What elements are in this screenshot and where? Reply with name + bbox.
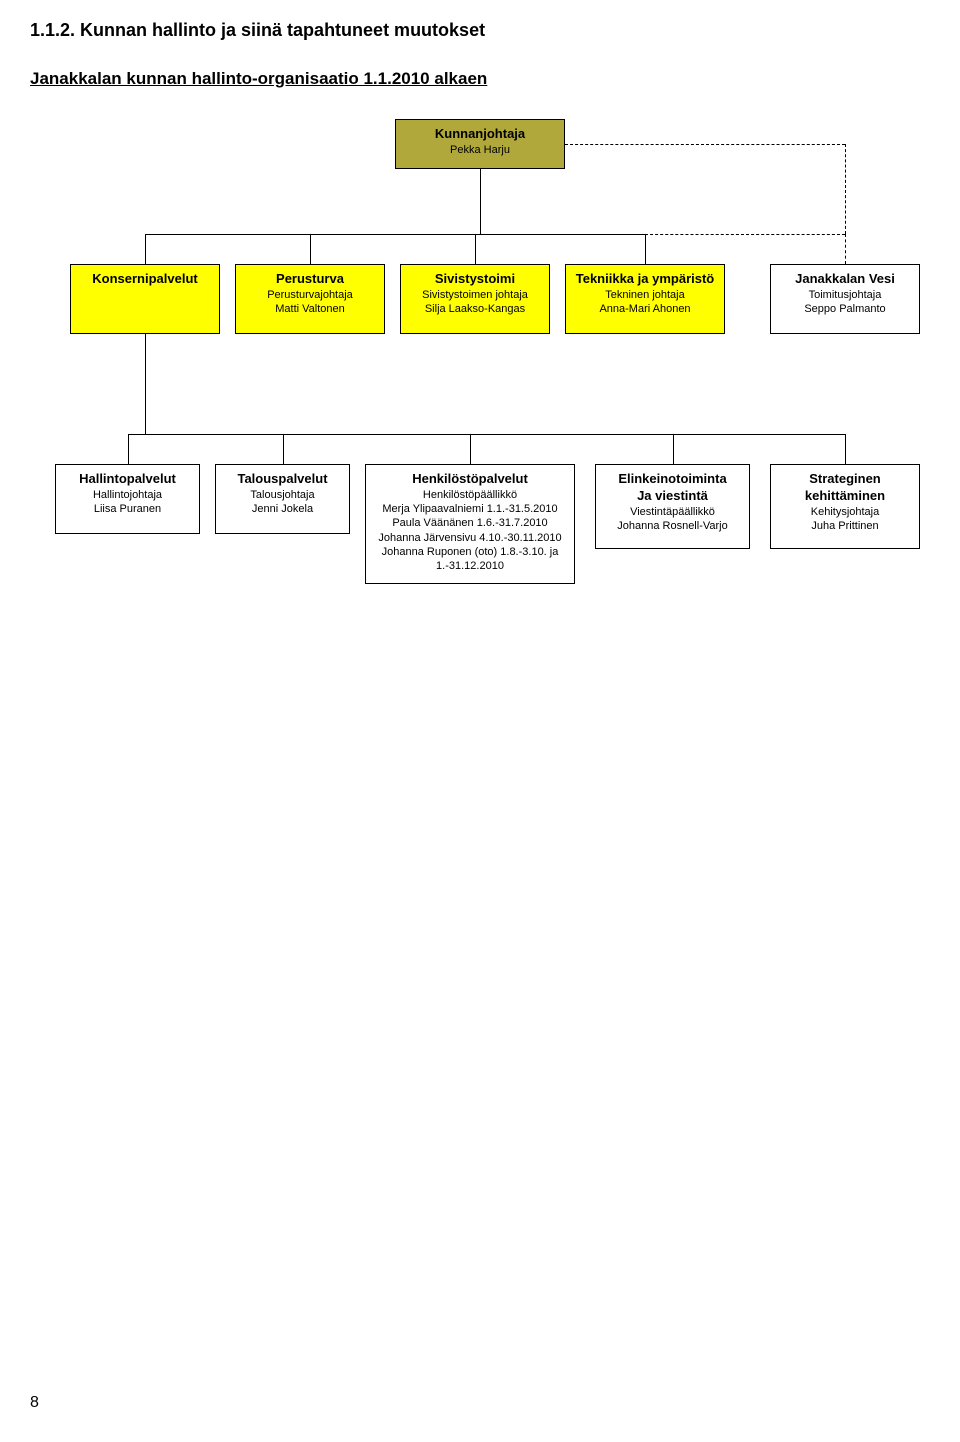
box-line: Johanna Järvensivu 4.10.-30.11.2010 [370, 531, 570, 545]
box-line: Paula Väänänen 1.6.-31.7.2010 [370, 516, 570, 530]
connector [310, 234, 311, 264]
connector [673, 434, 674, 464]
row2-box-1: PerusturvaPerusturvajohtajaMatti Valtone… [235, 264, 385, 334]
row2-box-3: Tekniikka ja ympäristöTekninen johtajaAn… [565, 264, 725, 334]
box-line: Kehitysjohtaja [775, 505, 915, 519]
row3-box-3: ElinkeinotoimintaJa viestintäViestintäpä… [595, 464, 750, 549]
connector [475, 234, 476, 264]
connector [470, 434, 471, 464]
row3-box-2: HenkilöstöpalvelutHenkilöstöpäällikköMer… [365, 464, 575, 584]
top-box: KunnanjohtajaPekka Harju [395, 119, 565, 169]
box-title: Hallintopalvelut [60, 471, 195, 488]
box-title: Tekniikka ja ympäristö [570, 271, 720, 288]
box-line: Anna-Mari Ahonen [570, 302, 720, 316]
box-line: Viestintäpäällikkö [600, 505, 745, 519]
page-number: 8 [30, 1394, 39, 1412]
box-line: Tekninen johtaja [570, 288, 720, 302]
connector [480, 169, 481, 234]
org-chart: KunnanjohtajaPekka Harju Konsernipalvelut… [30, 119, 930, 639]
section-title: 1.1.2. Kunnan hallinto ja siinä tapahtun… [30, 20, 930, 41]
box-title: kehittäminen [775, 488, 915, 505]
box-line: Toimitusjohtaja [775, 288, 915, 302]
box-line: Silja Laakso-Kangas [405, 302, 545, 316]
connector [128, 434, 129, 464]
box-line: Hallintojohtaja [60, 488, 195, 502]
row3-box-4: StrateginenkehittäminenKehitysjohtajaJuh… [770, 464, 920, 549]
box-title: Sivistystoimi [405, 271, 545, 288]
box-line: Sivistystoimen johtaja [405, 288, 545, 302]
connector [145, 334, 146, 434]
box-line: 1.-31.12.2010 [370, 559, 570, 573]
box-line: Liisa Puranen [60, 502, 195, 516]
box-line: Johanna Rosnell-Varjo [600, 519, 745, 533]
box-line: Pekka Harju [400, 143, 560, 157]
row2-box-0: Konsernipalvelut [70, 264, 220, 334]
box-line: Johanna Ruponen (oto) 1.8.-3.10. ja [370, 545, 570, 559]
box-line: Henkilöstöpäällikkö [370, 488, 570, 502]
box-title: Ja viestintä [600, 488, 745, 505]
box-line: Jenni Jokela [220, 502, 345, 516]
subtitle: Janakkalan kunnan hallinto-organisaatio … [30, 69, 930, 89]
box-title: Konsernipalvelut [75, 271, 215, 288]
connector [283, 434, 284, 464]
box-title: Kunnanjohtaja [400, 126, 560, 143]
box-line: Juha Prittinen [775, 519, 915, 533]
connector-dashed [845, 144, 846, 234]
box-line: Seppo Palmanto [775, 302, 915, 316]
box-line: Perusturvajohtaja [240, 288, 380, 302]
box-title: Perusturva [240, 271, 380, 288]
row2-box-4: Janakkalan VesiToimitusjohtajaSeppo Palm… [770, 264, 920, 334]
box-title: Henkilöstöpalvelut [370, 471, 570, 488]
connector [645, 234, 646, 264]
box-title: Strateginen [775, 471, 915, 488]
connector [145, 234, 645, 235]
box-title: Elinkeinotoiminta [600, 471, 745, 488]
connector-dashed [565, 144, 845, 145]
row2-box-2: SivistystoimiSivistystoimen johtajaSilja… [400, 264, 550, 334]
row3-box-1: TalouspalvelutTalousjohtajaJenni Jokela [215, 464, 350, 534]
box-title: Janakkalan Vesi [775, 271, 915, 288]
connector [145, 234, 146, 264]
box-line: Merja Ylipaavalniemi 1.1.-31.5.2010 [370, 502, 570, 516]
row3-box-0: HallintopalvelutHallintojohtajaLiisa Pur… [55, 464, 200, 534]
connector-dashed [645, 234, 845, 235]
connector [128, 434, 846, 435]
connector [845, 434, 846, 464]
box-line: Matti Valtonen [240, 302, 380, 316]
box-line: Talousjohtaja [220, 488, 345, 502]
box-title: Talouspalvelut [220, 471, 345, 488]
connector-dashed [845, 234, 846, 264]
